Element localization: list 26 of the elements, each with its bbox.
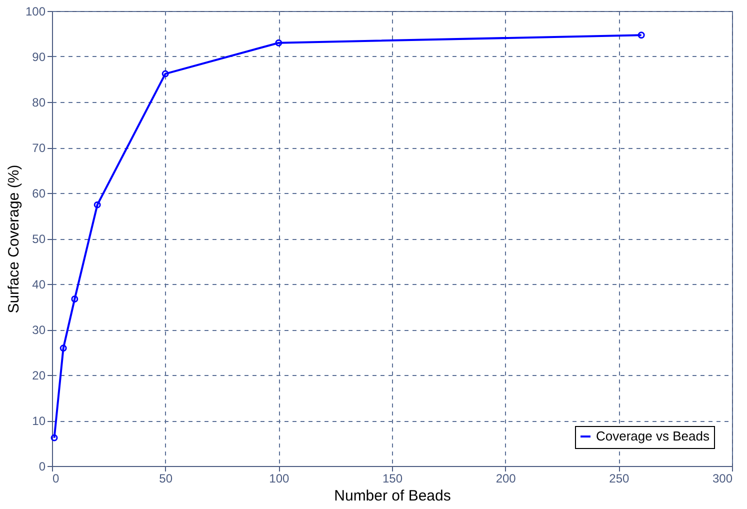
x-tick-label: 300	[712, 472, 733, 486]
y-tick-label: 30	[32, 323, 46, 337]
x-tick-label: 50	[159, 472, 173, 486]
y-axis-title: Surface Coverage (%)	[5, 164, 22, 314]
y-tick-label: 10	[32, 414, 46, 428]
y-tick-label: 60	[32, 186, 46, 200]
point	[94, 201, 101, 208]
y-tick-label: 50	[32, 232, 46, 246]
point	[162, 70, 169, 78]
point	[60, 344, 67, 352]
y-tick-label: 40	[32, 278, 46, 292]
y-tick-label: 80	[32, 96, 46, 110]
x-tick-label: 250	[609, 472, 630, 486]
x-tick-label: 150	[382, 472, 403, 486]
point	[275, 39, 282, 46]
x-tick-label: 200	[496, 472, 516, 486]
y-tick-label: 0	[38, 460, 46, 474]
y-tick-label: 70	[32, 141, 46, 155]
y-tick-label: 90	[32, 50, 46, 64]
y-tick-label: 100	[25, 4, 46, 18]
legend-label: Coverage vs Beads	[596, 428, 710, 444]
point	[71, 296, 78, 302]
x-tick-label: 0	[52, 472, 60, 486]
x-tick-label: 100	[269, 472, 290, 486]
y-tick-label: 20	[32, 368, 46, 382]
x-axis-title: Number of Beads	[334, 488, 451, 504]
